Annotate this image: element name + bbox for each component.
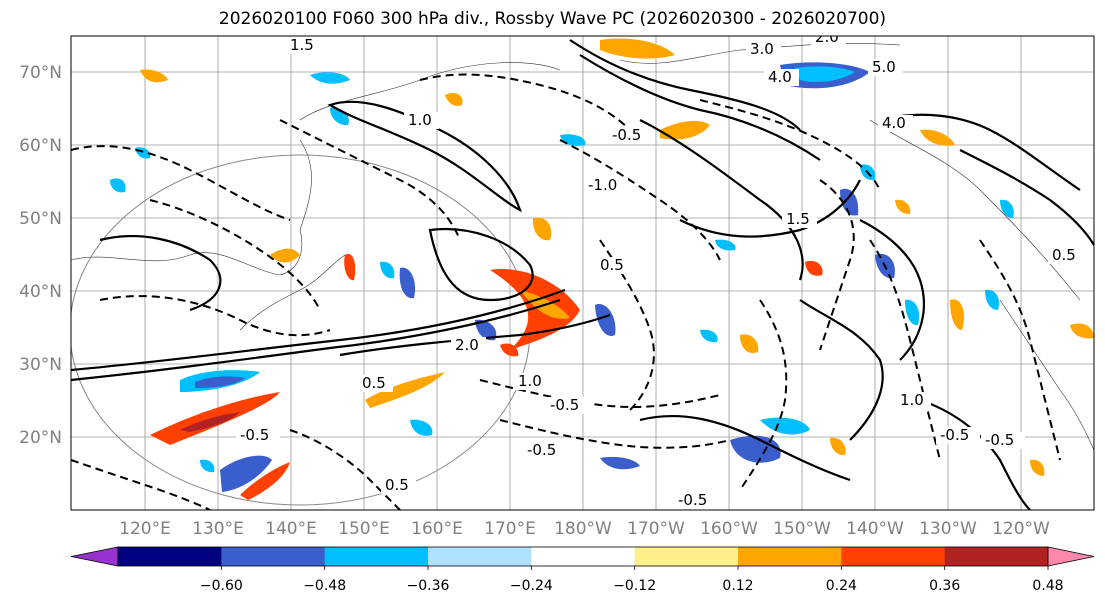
contour-label-bg [596,257,631,274]
colorbar-tick-label: 0.48 [1032,578,1063,594]
contour-label-bg [1048,247,1083,264]
colorbar-tick-label: −0.12 [613,578,656,594]
colorbar-segment [221,547,326,566]
longitude-label: 120°E [119,519,171,539]
contour-label-bg [936,427,980,444]
latitude-label: 70°N [19,63,62,83]
colorbar-tick-label: −0.48 [303,578,346,594]
contour-label-neg-0-5-b: -0.5 [550,396,579,414]
contour-label-0-5-c: 0.5 [385,476,409,494]
contour-label-bg [764,69,799,86]
contour-label-bg [523,442,567,459]
latitude-labels: 70°N 60°N 50°N 40°N 30°N 20°N [19,63,62,448]
contour-label-bg [286,37,321,54]
contour-label-neg-0-5-d: -0.5 [678,491,707,509]
contour-label-bg [514,373,549,390]
longitude-label: 170°E [484,519,536,539]
colorbar-tick-label: −0.36 [407,578,450,594]
contour-label-4-0-a: 4.0 [768,68,792,86]
contour-label-neg-0-5-a: -0.5 [612,126,641,144]
contour-label-bg [878,115,913,132]
latitude-label: 60°N [19,136,62,156]
contour-label-bg [236,427,280,444]
longitude-label: 170°W [627,519,685,539]
longitude-label: 160°W [700,519,758,539]
contour-label-bg [546,397,590,414]
colorbar-tick-label: 0.12 [722,578,753,594]
contour-label-5-0: 5.0 [872,58,896,76]
contour-label-1-5-b: 1.5 [786,210,810,228]
latitude-label: 30°N [19,355,62,375]
contour-label-bg [381,477,416,494]
longitude-label: 180°W [554,519,612,539]
contour-label-bg [782,211,817,228]
colorbar-tick-label: −0.60 [200,578,243,594]
contour-label-layer: 3.0 2.0 4.0 4.0 5.0 1.5 1.0 -1.0 -0.5 1.5 2.0 0.5 1.… [236,28,1083,509]
colorbar: −0.60 −0.48 −0.36 −0.24 −0.12 0.12 0.24 0.36 0.4… [70,546,1095,594]
contour-label-0-5-d: 0.5 [1052,246,1076,264]
dashed-contours [71,73,1061,510]
colorbar-segment [531,547,636,566]
longitude-label: 160°E [411,519,463,539]
colorbar-segment [841,547,946,566]
colorbar-tick-label: 0.36 [929,578,960,594]
contour-label-4-0-b: 4.0 [882,114,906,132]
colorbar-segment [428,547,532,566]
colorbar-tick-label: 0.24 [826,578,857,594]
contour-label-bg [674,492,718,509]
longitude-labels: 120°E 130°E 140°E 150°E 160°E 170°E 180°W 170°W… [119,519,1050,539]
latitude-label: 20°N [19,428,62,448]
contour-label-neg-1-0: -1.0 [588,176,617,194]
contour-label-bg [358,375,393,392]
contour-label-neg-0-5-f: -0.5 [940,426,969,444]
colorbar-extend-min [70,546,119,567]
contour-label-1-5-a: 1.5 [290,36,314,54]
colorbar-segment [118,547,222,566]
colorbar-extend-max [1047,546,1095,567]
contour-label-bg [404,112,439,129]
contour-label-1-0-a: 1.0 [408,111,432,129]
contour-label-3-0: 3.0 [750,40,774,58]
longitude-label: 150°E [338,519,390,539]
colorbar-outline [117,546,1049,567]
contour-label-1-0-b: 1.0 [518,372,542,390]
contour-label-bg [981,432,1025,449]
contour-label-1-0-c: 1.0 [900,391,924,409]
contour-label-neg-0-5-g: -0.5 [985,431,1014,449]
longitude-label: 120°W [992,519,1050,539]
contour-label-bg [608,127,652,144]
contour-label-bg [746,41,781,58]
contour-label-2-0-jet: 2.0 [455,336,479,354]
contour-label-neg-0-5-e: -0.5 [240,426,269,444]
contour-label-0-5-a: 0.5 [362,374,386,392]
colorbar-segment [324,547,429,566]
contour-label-bg [451,337,486,354]
colorbar-segment [634,547,739,566]
latitude-label: 40°N [19,282,62,302]
longitude-label: 140°E [265,519,317,539]
contour-label-0-5-b: 0.5 [600,256,624,274]
contour-label-2-0-top: 2.0 [815,28,839,46]
longitude-label: 150°W [773,519,831,539]
contour-label-bg [811,36,846,46]
map-frame [70,35,1095,511]
longitude-label: 130°W [919,519,977,539]
contour-label-neg-0-5-c: -0.5 [527,441,556,459]
longitude-label: 140°W [846,519,904,539]
latitude-label: 50°N [19,209,62,229]
chart-title: 2026020100 F060 300 hPa div., Rossby Wav… [218,9,887,29]
solid-contours [71,39,1094,510]
colorbar-segment [944,547,1049,566]
colorbar-tick-label: −0.24 [510,578,553,594]
longitude-label: 130°E [192,519,244,539]
contour-label-bg [868,59,903,76]
contour-label-bg [896,392,931,409]
contour-label-bg [584,177,628,194]
colorbar-segment [738,547,842,566]
